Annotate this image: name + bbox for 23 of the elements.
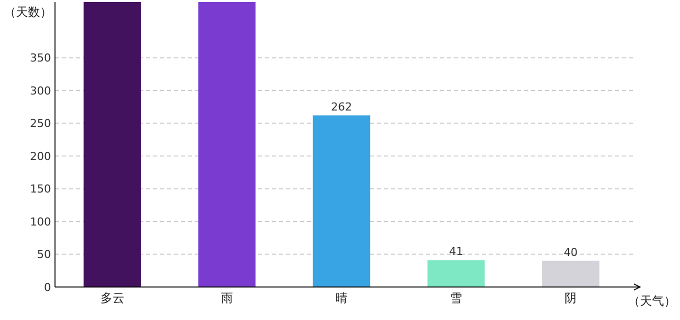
- x-tick-label: 雨: [220, 291, 233, 305]
- x-tick-label: 阴: [564, 291, 577, 305]
- y-tick-label: 150: [30, 182, 51, 196]
- y-tick-label: 200: [30, 150, 51, 163]
- data-label: 262: [331, 100, 352, 114]
- data-label: 41: [449, 245, 464, 258]
- bar: [198, 2, 256, 287]
- y-tick-label: 100: [30, 215, 51, 228]
- x-axis-title: （天气）: [628, 294, 676, 308]
- y-tick-label: 0: [44, 280, 51, 294]
- bar: [312, 115, 370, 287]
- y-tick-label: 250: [30, 117, 51, 130]
- data-label: 40: [564, 246, 578, 259]
- x-tick-label: 多云: [100, 291, 124, 305]
- bar: [84, 2, 141, 287]
- y-axis-title: （天数）: [4, 5, 52, 19]
- y-tick-label: 50: [37, 248, 51, 262]
- x-tick-label: 晴: [336, 291, 348, 305]
- y-tick-label: 300: [30, 84, 51, 98]
- x-tick-label: 雪: [450, 291, 462, 305]
- bar: [542, 260, 600, 287]
- y-tick-label: 350: [30, 52, 51, 65]
- bar: [427, 260, 485, 287]
